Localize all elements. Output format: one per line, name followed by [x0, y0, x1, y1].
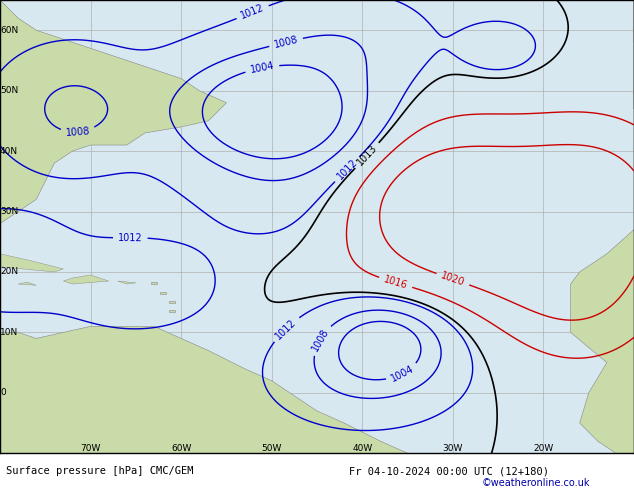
Polygon shape: [152, 282, 157, 284]
Text: Fr 04-10-2024 00:00 UTC (12+180): Fr 04-10-2024 00:00 UTC (12+180): [349, 466, 548, 476]
Text: 40W: 40W: [352, 444, 372, 453]
Polygon shape: [169, 301, 175, 303]
Polygon shape: [118, 281, 136, 284]
Text: 40N: 40N: [0, 147, 18, 156]
Text: 70W: 70W: [81, 444, 101, 453]
Text: Surface pressure [hPa] CMC/GEM: Surface pressure [hPa] CMC/GEM: [6, 466, 194, 476]
Text: 1004: 1004: [389, 364, 416, 384]
Text: 60N: 60N: [0, 25, 18, 35]
Polygon shape: [0, 254, 63, 272]
Text: ©weatheronline.co.uk: ©weatheronline.co.uk: [482, 478, 590, 488]
Text: 1013: 1013: [355, 143, 379, 168]
Text: 10N: 10N: [0, 328, 18, 337]
Text: 1012: 1012: [240, 3, 266, 22]
Text: 1012: 1012: [118, 233, 143, 243]
Text: 1016: 1016: [382, 274, 409, 291]
Text: 30W: 30W: [443, 444, 463, 453]
Polygon shape: [169, 310, 175, 313]
Text: 30N: 30N: [0, 207, 18, 216]
Text: 1012: 1012: [274, 317, 299, 341]
Text: 50W: 50W: [262, 444, 282, 453]
Text: 1020: 1020: [439, 270, 466, 288]
Text: 20N: 20N: [0, 268, 18, 276]
Polygon shape: [63, 275, 108, 284]
Text: 1008: 1008: [273, 34, 299, 50]
Polygon shape: [0, 326, 408, 453]
Text: 1008: 1008: [65, 126, 91, 138]
Polygon shape: [571, 0, 634, 453]
Text: 60W: 60W: [171, 444, 191, 453]
Text: 20W: 20W: [533, 444, 553, 453]
Text: 1012: 1012: [335, 157, 359, 181]
Text: 0: 0: [0, 388, 6, 397]
Text: 1008: 1008: [309, 326, 330, 353]
Polygon shape: [160, 292, 165, 294]
Polygon shape: [0, 0, 226, 453]
Text: 1004: 1004: [249, 61, 275, 75]
Text: 50N: 50N: [0, 86, 18, 95]
Polygon shape: [18, 282, 36, 285]
